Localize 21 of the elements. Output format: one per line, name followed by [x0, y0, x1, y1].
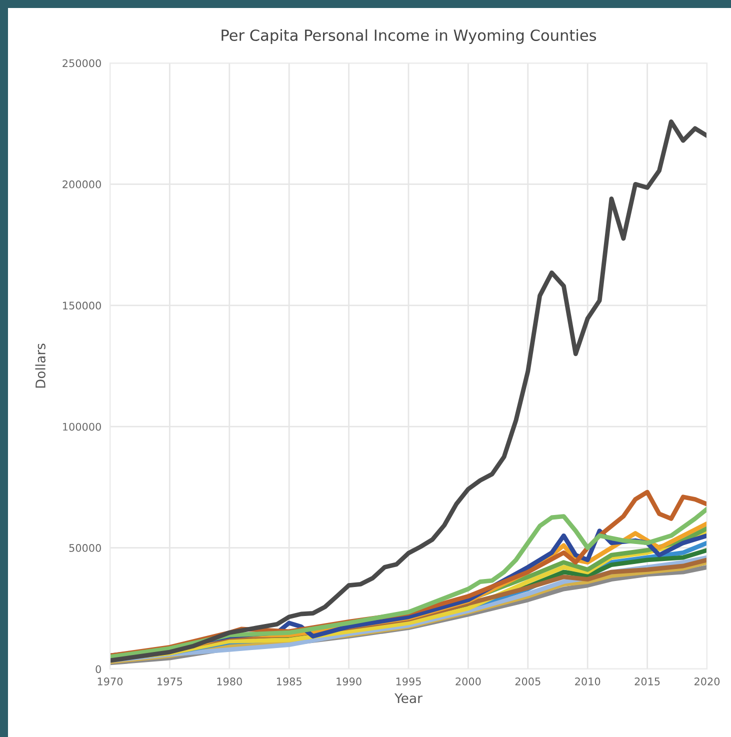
x-tick-label: 1995: [396, 678, 421, 686]
x-tick-label: 2000: [456, 678, 481, 686]
x-tick-label: 1975: [158, 678, 182, 686]
x-tick-label: 1970: [98, 678, 123, 686]
y-tick-label: 250000: [62, 59, 101, 68]
y-tick-label: 200000: [62, 180, 101, 188]
y-tick-label: 150000: [63, 302, 101, 310]
y-axis-title: Dollars: [35, 344, 46, 388]
line-series: [110, 119, 707, 663]
x-tick-label: 1990: [336, 678, 362, 686]
y-tick-label: 0: [96, 665, 101, 674]
x-tick-label: 2015: [634, 678, 660, 686]
x-tick-label: 1980: [217, 678, 242, 686]
x-axis-title: Year: [394, 693, 422, 704]
x-tick-label: 2020: [694, 678, 720, 686]
y-tick-label: 100000: [63, 422, 101, 431]
x-tick-label: 2005: [515, 678, 540, 686]
x-tick-label: 2010: [575, 678, 600, 686]
chart-title: Per Capita Personal Income in Wyoming Counties: [222, 29, 596, 44]
x-tick-label: 1985: [276, 678, 302, 686]
y-tick-label: 50000: [69, 544, 101, 552]
